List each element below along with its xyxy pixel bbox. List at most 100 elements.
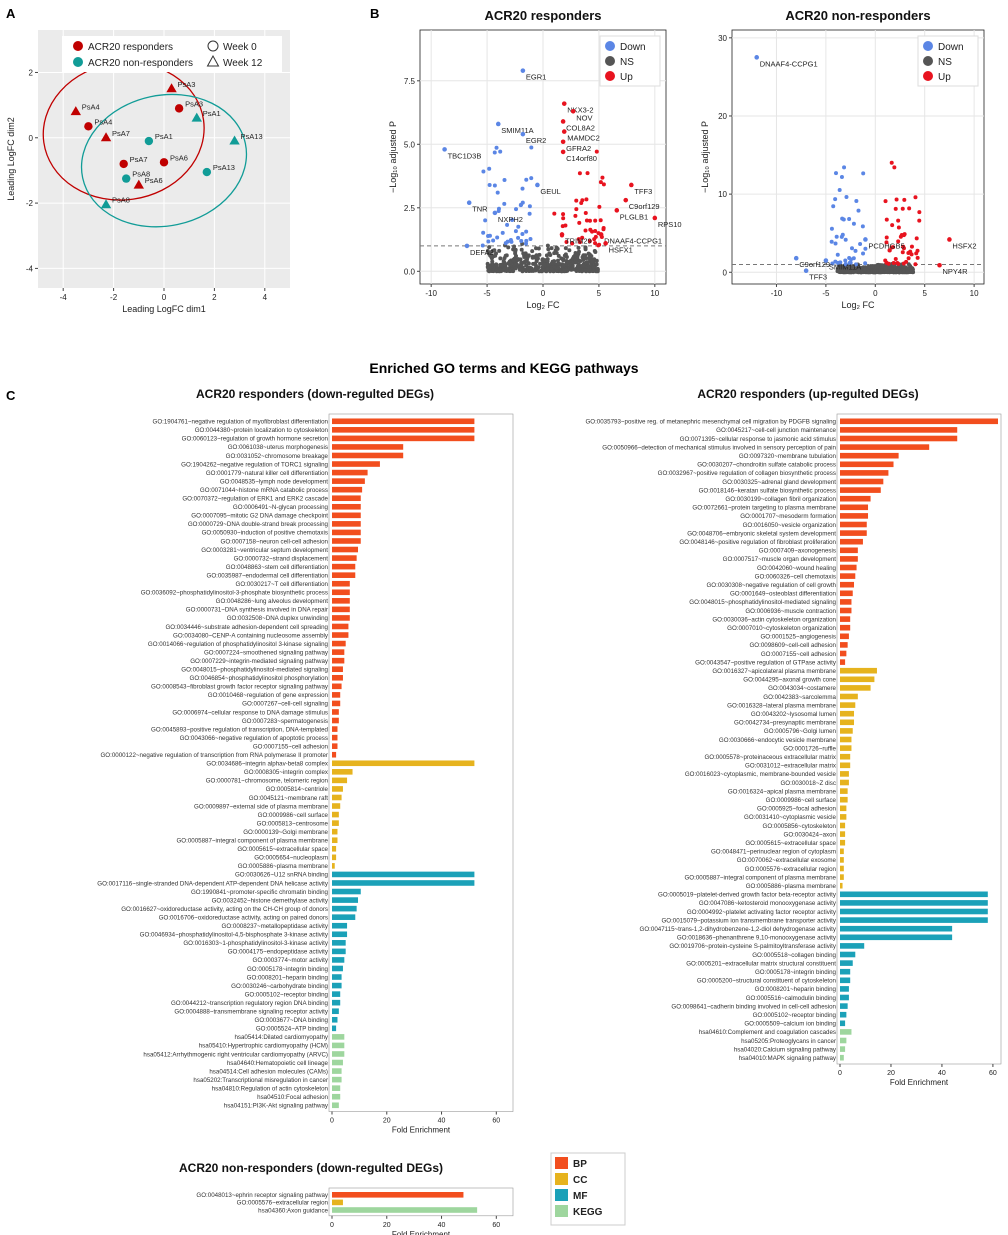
bar-bp <box>332 444 404 450</box>
volcano-point-down <box>839 234 844 239</box>
bar-mf <box>332 888 361 895</box>
bar-term-label: hsa05205:Proteoglycans in cancer <box>741 1038 836 1045</box>
barchart-title: ACR20 responders (down-regulted DEGs) <box>196 387 434 401</box>
volcano-point-up <box>917 210 922 215</box>
barchart-tick-label: 20 <box>887 1070 895 1077</box>
volcano-gene-label: EGR2 <box>526 136 546 145</box>
mds-tick-label-x: 4 <box>263 293 268 302</box>
bar-cc <box>332 820 339 826</box>
bar-bp <box>332 692 341 698</box>
volcano-point-ns <box>487 265 492 270</box>
bar-bp <box>840 624 851 631</box>
bar-bp <box>840 547 858 554</box>
volcano-point-ns <box>521 251 526 256</box>
mds-tick-label-x: -2 <box>110 293 118 302</box>
volcano-gene-label: SMIM11A <box>829 263 861 272</box>
mds-point-psa6 <box>159 158 169 167</box>
bar-bp <box>332 683 342 690</box>
bar-term-label: GO:0009986~cell surface <box>766 797 837 804</box>
bar-mf <box>332 931 348 938</box>
volcano-gene-label: HSFX2 <box>952 241 976 250</box>
mds-point-psa1 <box>144 136 154 146</box>
volcano-tick-label-y: 0.0 <box>404 267 416 276</box>
bar-cc <box>332 760 475 767</box>
volcano-point-ns <box>487 245 492 250</box>
mds-tick-label-x: -4 <box>60 293 68 302</box>
mds-point-psa3 <box>174 104 184 113</box>
volcano-point-down <box>839 174 844 179</box>
bar-bp <box>332 709 339 715</box>
bar-term-label: GO:0032508~DNA duplex unwinding <box>227 615 329 622</box>
mds-y-axis-label: Leading LogFC dim2 <box>6 117 16 201</box>
volcano-gene-label: GFRA2 <box>566 144 591 153</box>
bar-mf <box>840 1011 847 1018</box>
volcano-point-ns <box>512 244 517 249</box>
bar-term-label: GO:0050966~detection of mechanical stimu… <box>602 444 836 451</box>
volcano-point-ns <box>847 270 852 275</box>
volcano-point-down <box>844 194 849 199</box>
volcano-point-up <box>570 241 575 246</box>
mds-point-psa13 <box>229 135 240 145</box>
volcano-point-down <box>520 231 525 236</box>
volcano-point-up <box>896 225 901 230</box>
bar-term-label: GO:0007155~cell adhesion <box>761 651 837 658</box>
volcano-point-up <box>574 198 579 203</box>
volcano-x-axis-label: Log₂ FC <box>526 300 560 310</box>
bar-bp <box>332 546 359 553</box>
mds-point-label: PsA7 <box>130 155 148 164</box>
volcano-gene-label: RPS10 <box>658 220 682 229</box>
volcano-point-ns <box>837 269 842 274</box>
volcano-gene-point <box>560 119 566 124</box>
volcano-gene-label: NPY4R <box>943 267 969 276</box>
volcano-point-ns <box>559 269 564 274</box>
volcano-gene-label: EGR1 <box>526 73 546 82</box>
barchart-tick-label: 40 <box>938 1070 946 1077</box>
volcano-point-up <box>891 260 896 265</box>
volcano-point-ns <box>591 264 596 269</box>
bar-term-label: GO:0030666~endocytic vesicle membrane <box>719 737 837 744</box>
barchart-frame <box>328 1187 514 1217</box>
volcano-point-down <box>495 190 500 195</box>
mds-point-psa3 <box>166 83 177 93</box>
volcano-point-ns <box>905 269 910 274</box>
volcano-point-ns <box>493 253 498 258</box>
volcano-point-ns <box>906 262 911 267</box>
volcano-point-ns <box>538 261 543 266</box>
volcano-point-down <box>843 258 848 263</box>
bar-term-label: GO:0006491~N-glycan processing <box>233 504 329 511</box>
bar-kegg <box>332 1076 342 1083</box>
bar-bp <box>332 452 404 459</box>
volcano-point-ns <box>514 254 519 259</box>
volcano-point-down <box>833 241 838 246</box>
volcano-point-up <box>889 245 894 250</box>
bar-bp <box>332 512 361 519</box>
bar-mf <box>332 1025 337 1032</box>
bar-cc <box>332 811 339 818</box>
volcano-point-ns <box>549 267 554 272</box>
volcano-point-down <box>519 202 524 207</box>
volcano-point-ns <box>870 264 875 269</box>
mds-x-axis-label: Leading LogFC dim1 <box>122 304 206 314</box>
bar-bp <box>332 418 475 425</box>
panel-label-a: A <box>6 6 16 21</box>
bar-kegg <box>332 1068 342 1074</box>
volcano-legend-marker-up <box>923 71 933 81</box>
bar-term-label: GO:0035987~endodermal cell differentiati… <box>207 572 329 579</box>
bar-kegg <box>840 1037 847 1044</box>
mds-point-label: PsA1 <box>155 132 173 141</box>
bar-term-label: GO:0031012~extracellular matrix <box>745 763 837 770</box>
bar-term-label: GO:0009986~cell surface <box>258 812 329 819</box>
bar-term-label: GO:0017116~single-stranded DNA-dependent… <box>97 880 329 887</box>
volcano-point-down <box>529 145 534 150</box>
bar-term-label: GO:0005518~collagen binding <box>752 952 836 959</box>
bar-bp <box>332 572 356 578</box>
volcano-point-down <box>840 216 845 221</box>
volcano-point-up <box>896 218 901 223</box>
volcano-gene-label: HSFX1 <box>609 245 633 254</box>
volcano-point-up <box>585 171 590 176</box>
bar-term-label: GO:1990841~promoter-specific chromatin b… <box>191 889 329 896</box>
volcano-point-ns <box>866 264 871 269</box>
volcano-point-up <box>902 197 907 202</box>
bar-term-label: hsa04810:Regulation of actin cytoskeleto… <box>212 1085 329 1092</box>
volcano-gene-label: NOV <box>576 113 592 122</box>
